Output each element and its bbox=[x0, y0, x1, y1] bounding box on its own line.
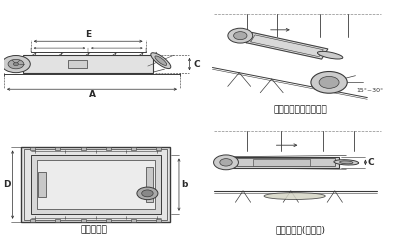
Bar bbox=[131, 219, 136, 222]
Ellipse shape bbox=[264, 193, 325, 200]
Text: 安裝示意圖(水平式): 安裝示意圖(水平式) bbox=[275, 225, 325, 234]
Polygon shape bbox=[246, 33, 328, 59]
Text: 15°~30°: 15°~30° bbox=[356, 88, 383, 93]
Bar bbox=[131, 147, 136, 150]
Bar bbox=[56, 147, 60, 150]
Bar bbox=[38, 172, 46, 197]
Bar bbox=[81, 219, 86, 222]
Bar bbox=[36, 160, 155, 209]
Bar bbox=[56, 219, 60, 222]
Text: 外形尺寸圖: 外形尺寸圖 bbox=[80, 225, 107, 234]
Text: 安裝示意圖（傾斜式）: 安裝示意圖（傾斜式） bbox=[274, 105, 327, 114]
Bar bbox=[21, 147, 170, 222]
Text: C: C bbox=[193, 60, 200, 69]
Bar bbox=[81, 147, 86, 150]
Text: A: A bbox=[88, 90, 96, 99]
Ellipse shape bbox=[151, 53, 171, 69]
Circle shape bbox=[2, 55, 30, 73]
Circle shape bbox=[228, 28, 253, 43]
Ellipse shape bbox=[334, 160, 359, 165]
Circle shape bbox=[220, 159, 232, 166]
Bar bbox=[106, 147, 111, 150]
Text: C: C bbox=[367, 158, 374, 167]
Bar bbox=[30, 219, 35, 222]
Bar bbox=[156, 147, 161, 150]
Bar bbox=[237, 158, 335, 166]
Circle shape bbox=[234, 32, 247, 40]
Circle shape bbox=[319, 76, 339, 88]
Bar bbox=[23, 55, 153, 73]
Circle shape bbox=[13, 63, 18, 66]
Bar bbox=[68, 60, 87, 68]
Bar bbox=[252, 159, 310, 166]
Bar bbox=[24, 149, 168, 220]
Bar bbox=[30, 147, 35, 150]
Bar bbox=[146, 168, 153, 202]
Circle shape bbox=[214, 155, 238, 170]
Bar bbox=[31, 156, 161, 214]
Bar bbox=[234, 157, 339, 168]
Bar bbox=[106, 219, 111, 222]
Circle shape bbox=[142, 190, 153, 197]
Text: D: D bbox=[3, 180, 11, 189]
Ellipse shape bbox=[318, 51, 343, 59]
Text: b: b bbox=[181, 180, 187, 189]
Bar bbox=[156, 219, 161, 222]
Ellipse shape bbox=[340, 161, 353, 164]
Circle shape bbox=[137, 187, 158, 200]
Text: E: E bbox=[85, 30, 91, 39]
Circle shape bbox=[8, 59, 24, 69]
Circle shape bbox=[311, 71, 347, 93]
Ellipse shape bbox=[155, 56, 167, 65]
